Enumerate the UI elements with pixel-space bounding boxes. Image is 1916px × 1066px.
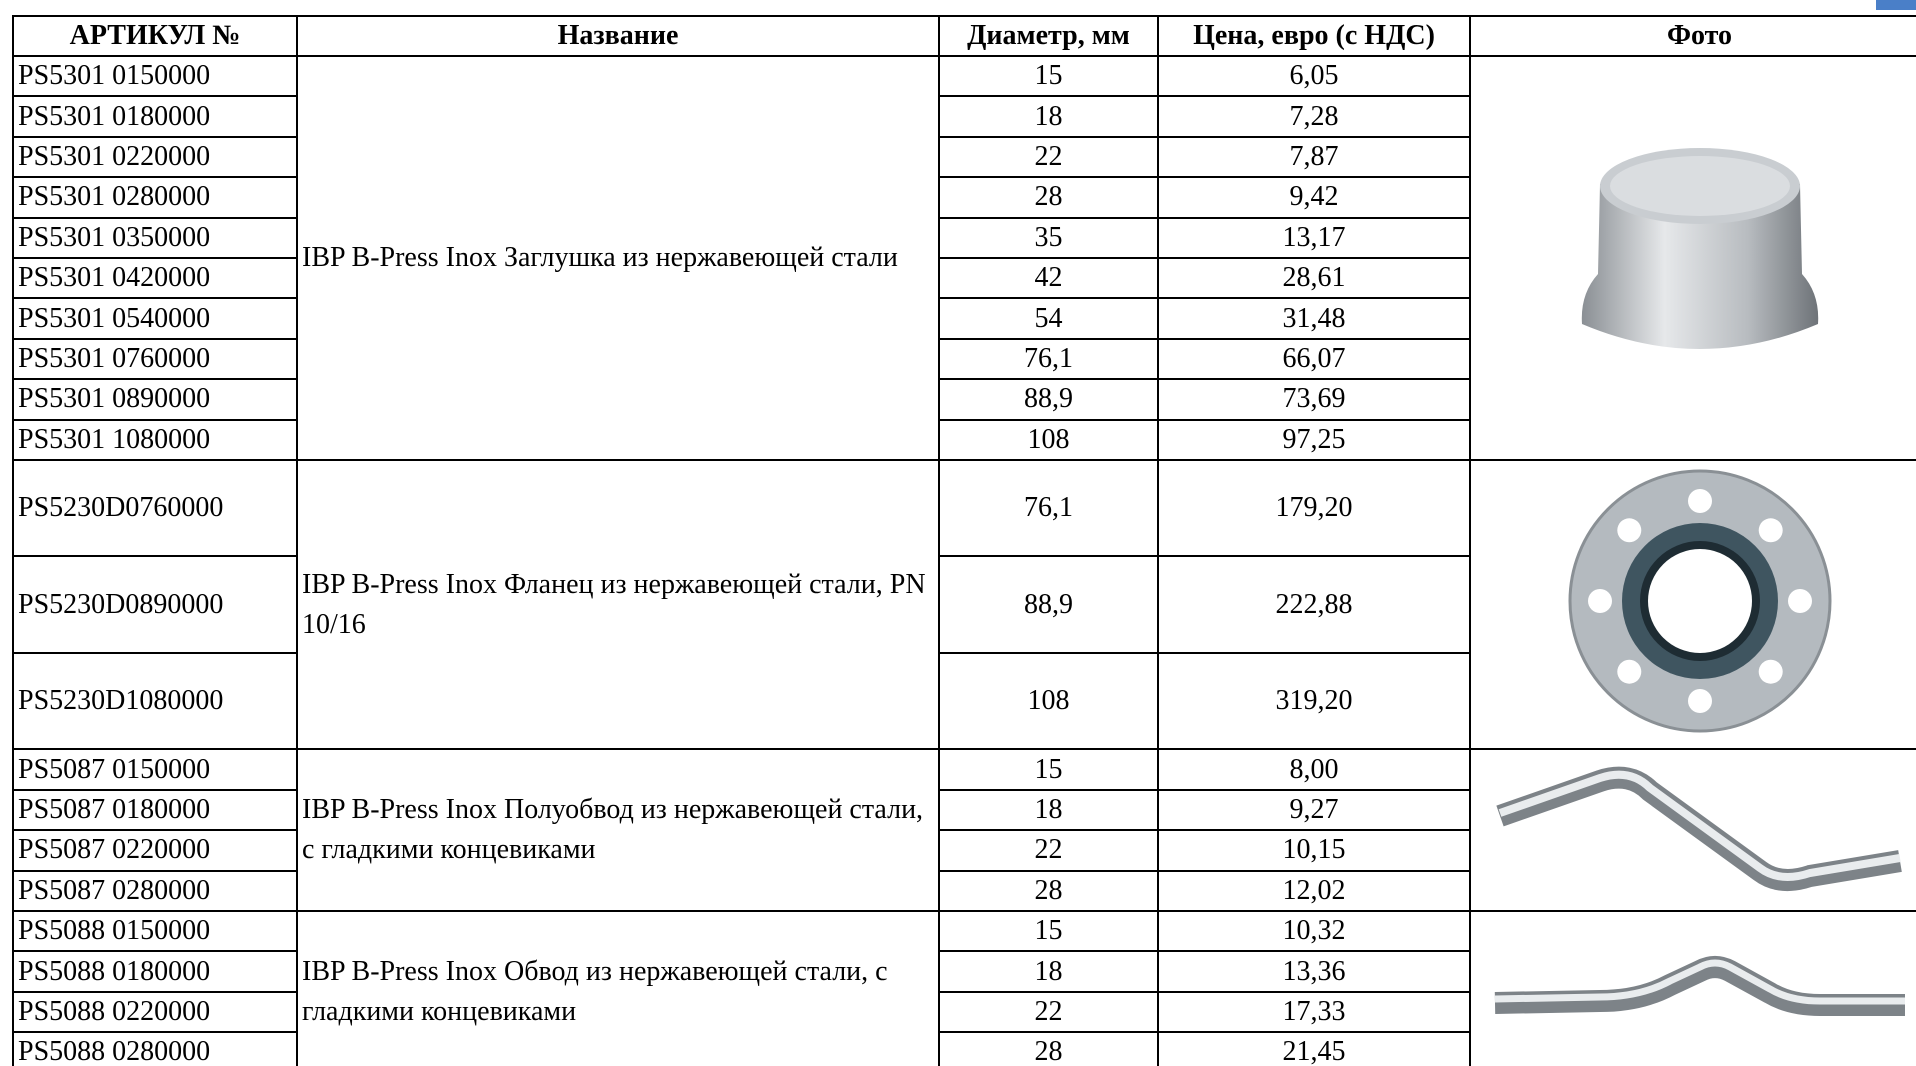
diameter-cell: 88,9 <box>939 379 1158 419</box>
diameter-cell: 28 <box>939 1032 1158 1066</box>
price-cell: 17,33 <box>1158 992 1470 1032</box>
article-cell: PS5088 0180000 <box>13 951 297 991</box>
diameter-cell: 15 <box>939 749 1158 789</box>
price-cell: 10,15 <box>1158 830 1470 870</box>
article-cell: PS5301 0150000 <box>13 56 297 96</box>
price-cell: 97,25 <box>1158 420 1470 460</box>
diameter-cell: 108 <box>939 653 1158 750</box>
article-cell: PS5087 0220000 <box>13 830 297 870</box>
article-cell: PS5088 0280000 <box>13 1032 297 1066</box>
diameter-cell: 22 <box>939 137 1158 177</box>
price-cell: 7,28 <box>1158 96 1470 136</box>
name-cell: IBP B-Press Inox Полуобвод из нержавеюще… <box>297 749 939 911</box>
name-cell: IBP B-Press Inox Обвод из нержавеющей ст… <box>297 911 939 1066</box>
article-cell: PS5301 0890000 <box>13 379 297 419</box>
article-cell: PS5301 0420000 <box>13 258 297 298</box>
price-cell: 8,00 <box>1158 749 1470 789</box>
price-cell: 9,27 <box>1158 790 1470 830</box>
price-cell: 319,20 <box>1158 653 1470 750</box>
price-cell: 222,88 <box>1158 556 1470 653</box>
article-cell: PS5087 0280000 <box>13 871 297 911</box>
corner-icon <box>1876 0 1916 10</box>
header-cell: Название <box>297 16 939 56</box>
article-cell: PS5230D0760000 <box>13 460 297 557</box>
article-cell: PS5088 0220000 <box>13 992 297 1032</box>
diameter-cell: 18 <box>939 790 1158 830</box>
price-cell: 73,69 <box>1158 379 1470 419</box>
price-cell: 13,17 <box>1158 218 1470 258</box>
product-photo <box>1570 124 1830 384</box>
diameter-cell: 15 <box>939 911 1158 951</box>
diameter-cell: 42 <box>939 258 1158 298</box>
price-cell: 66,07 <box>1158 339 1470 379</box>
article-cell: PS5230D0890000 <box>13 556 297 653</box>
header-cell: Цена, евро (с НДС) <box>1158 16 1470 56</box>
diameter-cell: 18 <box>939 951 1158 991</box>
article-cell: PS5301 0180000 <box>13 96 297 136</box>
article-cell: PS5301 0280000 <box>13 177 297 217</box>
page: АРТИКУЛ №НазваниеДиаметр, ммЦена, евро (… <box>0 0 1916 1066</box>
article-cell: PS5088 0150000 <box>13 911 297 951</box>
article-cell: PS5301 0760000 <box>13 339 297 379</box>
price-cell: 21,45 <box>1158 1032 1470 1066</box>
diameter-cell: 18 <box>939 96 1158 136</box>
article-cell: PS5230D1080000 <box>13 653 297 750</box>
header-cell: Фото <box>1470 16 1916 56</box>
name-cell: IBP B-Press Inox Фланец из нержавеющей с… <box>297 460 939 750</box>
price-cell: 9,42 <box>1158 177 1470 217</box>
price-cell: 6,05 <box>1158 56 1470 96</box>
article-cell: PS5301 0350000 <box>13 218 297 258</box>
article-cell: PS5301 1080000 <box>13 420 297 460</box>
diameter-cell: 76,1 <box>939 460 1158 557</box>
article-cell: PS5301 0220000 <box>13 137 297 177</box>
price-cell: 13,36 <box>1158 951 1470 991</box>
article-cell: PS5087 0150000 <box>13 749 297 789</box>
price-cell: 28,61 <box>1158 258 1470 298</box>
name-cell: IBP B-Press Inox Заглушка из нержавеющей… <box>297 56 939 460</box>
photo-cell <box>1470 911 1916 1066</box>
diameter-cell: 76,1 <box>939 339 1158 379</box>
diameter-cell: 88,9 <box>939 556 1158 653</box>
product-photo <box>1490 923 1910 1053</box>
diameter-cell: 35 <box>939 218 1158 258</box>
price-cell: 10,32 <box>1158 911 1470 951</box>
photo-cell <box>1470 749 1916 911</box>
product-photo <box>1550 466 1850 736</box>
product-photo <box>1490 751 1910 901</box>
article-cell: PS5301 0540000 <box>13 298 297 338</box>
photo-cell <box>1470 460 1916 750</box>
diameter-cell: 28 <box>939 177 1158 217</box>
diameter-cell: 15 <box>939 56 1158 96</box>
diameter-cell: 22 <box>939 992 1158 1032</box>
diameter-cell: 22 <box>939 830 1158 870</box>
price-cell: 179,20 <box>1158 460 1470 557</box>
header-cell: АРТИКУЛ № <box>13 16 297 56</box>
diameter-cell: 28 <box>939 871 1158 911</box>
photo-cell <box>1470 56 1916 460</box>
header-cell: Диаметр, мм <box>939 16 1158 56</box>
price-cell: 7,87 <box>1158 137 1470 177</box>
diameter-cell: 108 <box>939 420 1158 460</box>
article-cell: PS5087 0180000 <box>13 790 297 830</box>
diameter-cell: 54 <box>939 298 1158 338</box>
price-cell: 31,48 <box>1158 298 1470 338</box>
price-cell: 12,02 <box>1158 871 1470 911</box>
